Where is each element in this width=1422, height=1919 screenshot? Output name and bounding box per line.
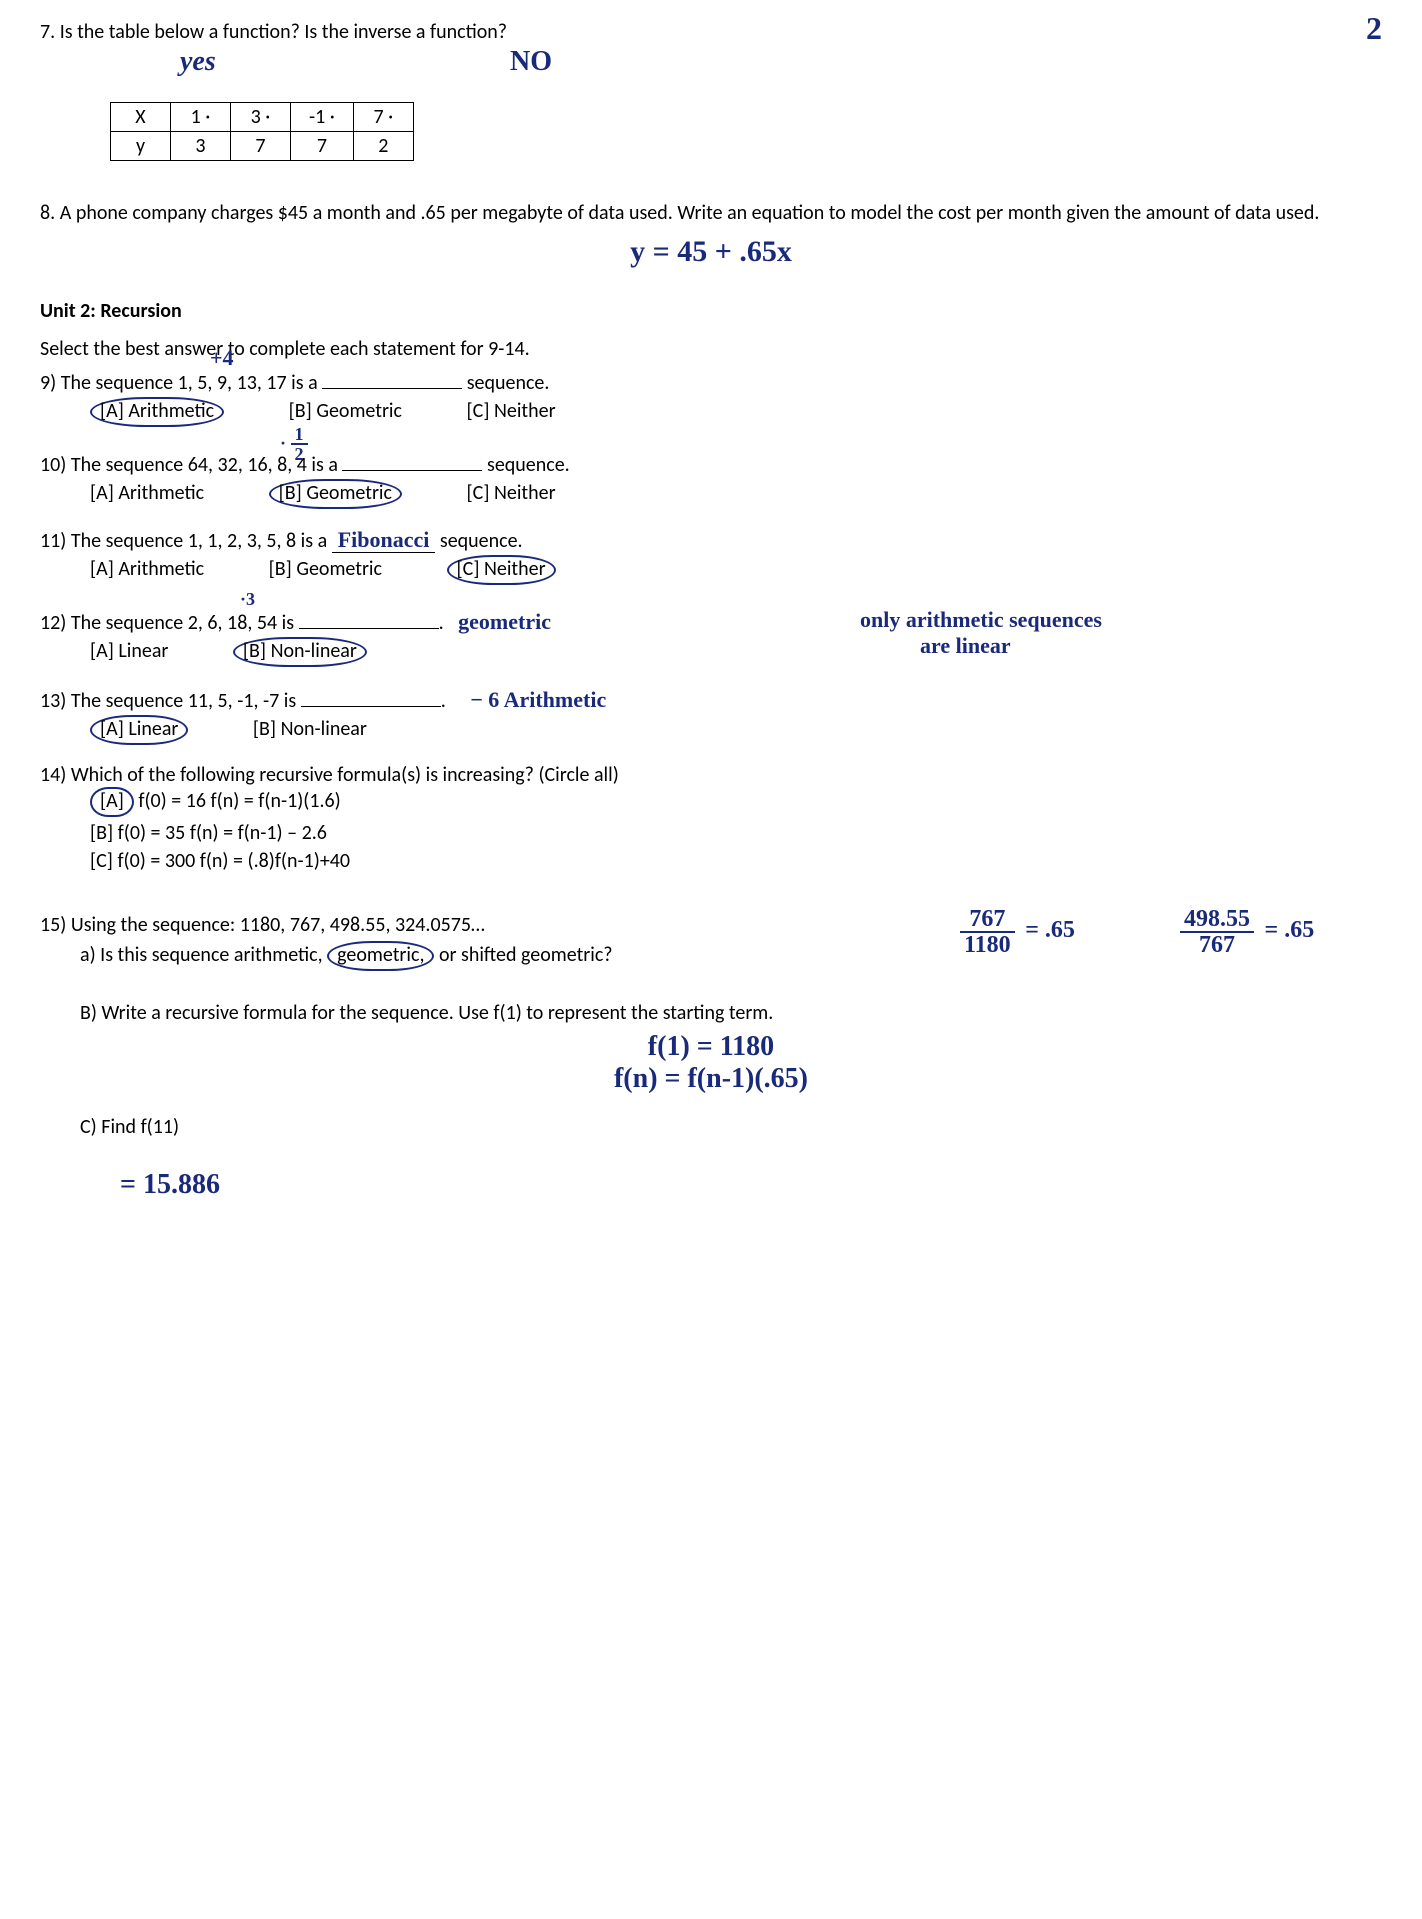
question-8: 8. A phone company charges $45 a month a…: [40, 201, 1382, 269]
cell: 7: [291, 132, 354, 161]
question-7: 7. Is the table below a function? Is the…: [40, 20, 1382, 161]
q11-opt-a: [A] Arithmetic: [90, 557, 204, 581]
q11-text-pre: 11) The sequence 1, 1, 2, 3, 5, 8 is a: [40, 529, 332, 553]
question-9: +4 9) The sequence 1, 5, 9, 13, 17 is a …: [40, 367, 1382, 427]
q14-opt-a-rest: f(0) = 16 f(n) = f(n-1)(1.6): [134, 789, 341, 813]
q9-opt-b: [B] Geometric: [289, 399, 402, 423]
q11-text-post: sequence.: [435, 529, 522, 553]
question-12: ·3 12) The sequence 2, 6, 18, 54 is . ge…: [40, 607, 1382, 667]
cell: 1 ·: [171, 103, 231, 132]
cell: 7: [231, 132, 291, 161]
cell: 3 ·: [231, 103, 291, 132]
q13-text-pre: 13) The sequence 11, 5, -1, -7 is: [40, 689, 301, 713]
question-13: 13) The sequence 11, 5, -1, -7 is . − 6 …: [40, 685, 1382, 745]
q8-text: A phone company charges $45 a month and …: [60, 201, 1320, 225]
q15b-ans1: f(1) = 1180: [40, 1031, 1382, 1063]
question-11: 11) The sequence 1, 1, 2, 3, 5, 8 is a F…: [40, 527, 1382, 585]
q12-opt-b: [B] Non-linear: [233, 637, 367, 667]
q9-note: +4: [210, 345, 234, 371]
q12-opt-a: [A] Linear: [90, 639, 168, 663]
q15b-ans2: f(n) = f(n-1)(.65): [40, 1063, 1382, 1095]
q11-opt-c: [C] Neither: [447, 555, 556, 585]
cell: -1 ·: [291, 103, 354, 132]
q7-answer-yes: yes: [180, 46, 216, 78]
q10-frac: 1 2: [291, 425, 308, 463]
q7-text: Is the table below a function? Is the in…: [60, 20, 507, 44]
q15b-text: B) Write a recursive formula for the seq…: [80, 1001, 1382, 1025]
cell: y: [111, 132, 171, 161]
q10-dot: ·: [280, 433, 286, 453]
question-14: 14) Which of the following recursive for…: [40, 763, 1382, 873]
q15c-text: C) Find f(11): [80, 1115, 1382, 1139]
q12-text-pre: 12) The sequence 2, 6, 18, 54 is: [40, 611, 299, 635]
q10-opt-b: [B] Geometric: [269, 479, 402, 509]
q13-opt-b: [B] Non-linear: [253, 717, 367, 741]
q14-opt-a-label: [A]: [90, 787, 134, 817]
q14-opt-b: [B] f(0) = 35 f(n) = f(n-1) – 2.6: [90, 821, 1382, 845]
cell: 2: [353, 132, 413, 161]
q15a-circled: geometric,: [327, 941, 434, 971]
q9-opt-a: [A] Arithmetic: [90, 397, 224, 427]
q13-note: − 6 Arithmetic: [470, 687, 606, 712]
unit-heading: Unit 2: Recursion: [40, 299, 1382, 323]
q11-fill: Fibonacci: [332, 527, 436, 553]
q15c-ans: = 15.886: [120, 1169, 1382, 1201]
q12-fill: geometric: [458, 609, 551, 634]
q12-side-note: only arithmetic sequences are linear: [860, 607, 1360, 659]
q7-answer-no: NO: [510, 46, 552, 78]
q9-text-post: sequence.: [462, 371, 549, 395]
q15a-post: or shifted geometric?: [434, 943, 612, 967]
q14-text: 14) Which of the following recursive for…: [40, 763, 1382, 787]
question-10: · 1 2 10) The sequence 64, 32, 16, 8, 4 …: [40, 449, 1382, 509]
q7-table: X 1 · 3 · -1 · 7 · y 3 7 7 2: [110, 102, 414, 161]
q14-opt-c: [C] f(0) = 300 f(n) = (.8)f(n-1)+40: [90, 849, 1382, 873]
q13-opt-a: [A] Linear: [90, 715, 188, 745]
q8-number: 8.: [40, 201, 55, 225]
q7-number: 7.: [40, 20, 55, 44]
q12-note: ·3: [240, 589, 255, 610]
q10-opt-a: [A] Arithmetic: [90, 481, 204, 505]
q10-opt-c: [C] Neither: [467, 481, 556, 505]
cell: 7 ·: [353, 103, 413, 132]
q9-text-pre: 9) The sequence 1, 5, 9, 13, 17 is a: [40, 371, 322, 395]
q10-text-post: sequence.: [482, 453, 569, 477]
select-instruction: Select the best answer to complete each …: [40, 337, 1382, 361]
q15-frac1: 767 1180 = .65: [960, 907, 1075, 957]
q9-opt-c: [C] Neither: [467, 399, 556, 423]
cell: 3: [171, 132, 231, 161]
q8-answer: y = 45 + .65x: [630, 235, 792, 268]
cell: X: [111, 103, 171, 132]
q15a-pre: a) Is this sequence arithmetic,: [80, 943, 327, 967]
q15-frac2: 498.55 767 = .65: [1180, 907, 1314, 957]
question-15: 15) Using the sequence: 1180, 767, 498.5…: [40, 913, 1382, 1201]
q11-opt-b: [B] Geometric: [269, 557, 382, 581]
